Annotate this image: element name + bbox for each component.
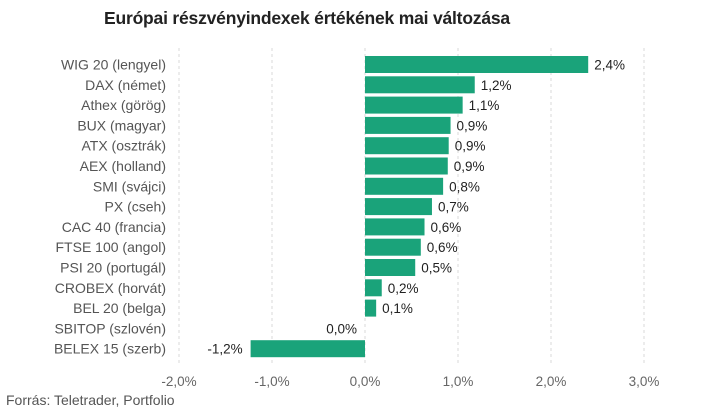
category-label: BELEX 15 (szerb) — [54, 341, 166, 357]
category-label: CROBEX (horvát) — [55, 280, 166, 296]
value-label: 0,6% — [427, 240, 458, 255]
value-label: 0,7% — [438, 200, 469, 215]
value-label: 0,9% — [454, 159, 485, 174]
bar — [365, 279, 382, 297]
bar — [365, 238, 421, 256]
x-tick-label: -1,0% — [254, 374, 289, 389]
value-label: 0,0% — [326, 321, 357, 336]
bar — [365, 137, 449, 155]
bar — [365, 259, 416, 276]
category-label: BUX (magyar) — [77, 117, 166, 133]
bar — [365, 299, 377, 317]
value-labels: 2,4% 1,2% 1,1% 0,9% 0,9% 0,9% 0,8% 0,7% 0,6% 0,6%… — [207, 58, 625, 357]
value-label: 0,6% — [431, 220, 462, 235]
bar — [250, 340, 365, 358]
x-tick-label: 0,0% — [350, 374, 381, 389]
category-label: SMI (svájci) — [93, 178, 166, 194]
bar — [365, 96, 463, 114]
category-labels: WIG 20 (lengyel) DAX (német) Athex (görög)… — [54, 57, 166, 357]
value-label: 0,2% — [388, 281, 419, 296]
category-label: ATX (osztrák) — [81, 138, 166, 154]
bar — [365, 116, 451, 134]
value-label: 2,4% — [594, 58, 625, 73]
x-tick-label: -2,0% — [161, 374, 196, 389]
category-label: WIG 20 (lengyel) — [61, 57, 166, 73]
x-tick-label: 1,0% — [443, 374, 474, 389]
source-note: Forrás: Teletrader, Portfolio — [6, 392, 175, 408]
category-label: CAC 40 (francia) — [62, 219, 166, 235]
bar — [365, 177, 444, 195]
x-axis-ticks: -2,0% -1,0% 0,0% 1,0% 2,0% 3,0% — [161, 374, 659, 389]
value-label: 1,1% — [469, 98, 500, 113]
category-label: FTSE 100 (angol) — [56, 239, 167, 255]
category-label: PSI 20 (portugál) — [60, 260, 166, 276]
bar — [365, 56, 589, 73]
category-label: PX (cseh) — [105, 199, 166, 215]
chart-title: Európai részvényindexek értékének mai vá… — [104, 8, 510, 28]
bar — [365, 218, 425, 236]
value-label: 1,2% — [481, 78, 512, 93]
category-label: DAX (német) — [85, 77, 166, 93]
value-label: 0,1% — [382, 301, 413, 316]
bars — [250, 56, 589, 358]
bar — [365, 76, 475, 94]
x-tick-label: 2,0% — [536, 374, 567, 389]
category-label: BEL 20 (belga) — [73, 300, 166, 316]
bar — [365, 157, 448, 175]
category-label: AEX (holland) — [80, 158, 166, 174]
value-label: 0,9% — [457, 118, 488, 133]
category-label: Athex (görög) — [81, 97, 166, 113]
value-label: -1,2% — [207, 342, 242, 357]
value-label: 0,8% — [449, 179, 480, 194]
category-label: SBITOP (szlovén) — [54, 320, 166, 336]
value-label: 0,5% — [421, 261, 452, 276]
x-tick-label: 3,0% — [629, 374, 660, 389]
bar — [365, 198, 432, 216]
value-label: 0,9% — [455, 139, 486, 154]
